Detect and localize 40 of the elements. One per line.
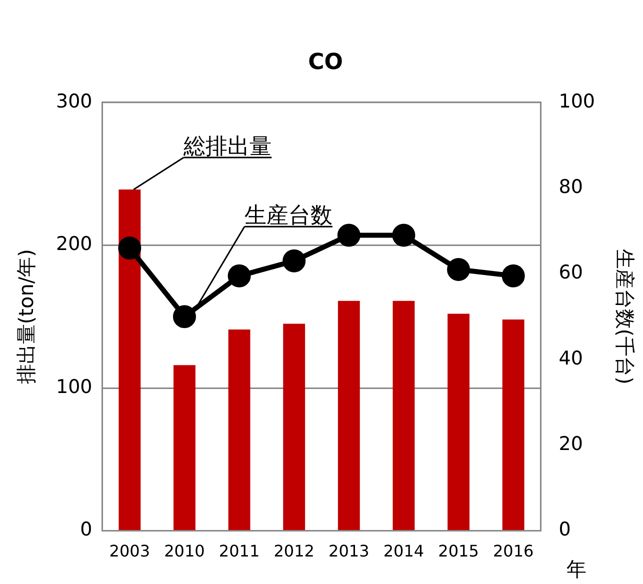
y2-tick-label: 60 (558, 262, 583, 284)
y-axis-title: 排出量(ton/年) (14, 249, 38, 384)
bar (502, 319, 524, 530)
x-tick-label: 2015 (438, 542, 479, 561)
point (228, 264, 251, 288)
text: 総排出量 (182, 134, 272, 160)
point (172, 305, 196, 328)
point (337, 224, 360, 247)
y2-tick-label: 100 (558, 90, 595, 112)
bar (283, 324, 306, 530)
bar (228, 329, 250, 530)
point (447, 258, 470, 281)
bar (338, 300, 360, 530)
x-tick-label: 2011 (218, 542, 260, 561)
y-tick-label: 300 (56, 90, 92, 112)
bar (118, 190, 141, 530)
x-tick-label: 2003 (109, 542, 150, 561)
y-tick-label: 200 (56, 233, 92, 256)
y2-axis-title: 生産台数(千台) (612, 248, 637, 384)
bar (174, 365, 196, 530)
y2-tick-label: 40 (558, 347, 583, 370)
x-tick-label: 2016 (492, 542, 534, 561)
y-tick-label: 100 (56, 376, 92, 398)
x-tick-label: 2010 (164, 542, 205, 561)
y2-tick-label: 0 (558, 518, 571, 541)
series-label: 生産台数 (244, 204, 332, 229)
x-axis-title: 年 (566, 557, 587, 582)
x-tick-label: 2014 (383, 542, 424, 561)
chart-title: CO (308, 50, 343, 75)
point (118, 236, 142, 260)
x-tick-label: 2013 (328, 542, 370, 561)
point (282, 249, 306, 272)
point (392, 224, 416, 247)
y2-tick-label: 80 (558, 176, 583, 198)
bar (392, 300, 415, 530)
y2-tick-label: 20 (558, 433, 583, 456)
bar (448, 314, 470, 530)
x-tick-label: 2012 (274, 542, 314, 561)
point (502, 264, 525, 288)
y-tick-label: 0 (80, 518, 92, 541)
